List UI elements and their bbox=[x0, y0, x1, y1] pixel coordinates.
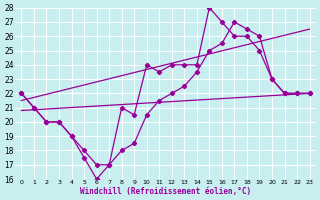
X-axis label: Windchill (Refroidissement éolien,°C): Windchill (Refroidissement éolien,°C) bbox=[80, 187, 251, 196]
